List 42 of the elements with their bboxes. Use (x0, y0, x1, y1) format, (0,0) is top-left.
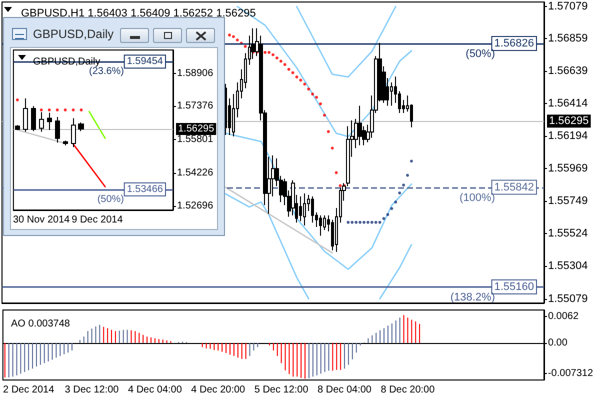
x-tick-label: 8 Dec 20:00 (380, 384, 436, 396)
y-tick-label: 1.56414 (548, 98, 588, 110)
chart-title: GBPUSD,Daily (33, 27, 114, 41)
ref-line-label: 1.56826 (494, 37, 534, 50)
ref-line-label: 1.53466 (126, 184, 164, 195)
annotation: (100%) (460, 192, 495, 204)
annotation: (50%) (97, 194, 124, 205)
y-tick-label: 1.57079 (548, 0, 588, 13)
annotation: (138.2%) (450, 291, 495, 304)
y-tick-label: 1.56194 (548, 130, 588, 142)
y-tick-label: 1.55749 (548, 194, 588, 207)
x-tick-label: 3 Dec 12:00 (64, 384, 120, 396)
y-tick-label: 1.58906 (177, 68, 214, 79)
ref-line-label: 1.56295 (178, 124, 215, 135)
x-tick-label: 4 Dec 04:00 (128, 384, 182, 396)
x-tick-label: 4 Dec 20:00 (191, 384, 246, 396)
ref-line-label: 1.59454 (126, 56, 164, 68)
y-tick-label: 1.56639 (548, 64, 588, 77)
x-tick-label: 8 Dec 04:00 (318, 384, 372, 396)
ref-line-label: 1.55842 (494, 181, 534, 194)
y-tick-label: 1.55524 (548, 228, 588, 240)
x-tick-label: 2 Dec 2014 (2, 384, 55, 396)
text: AO 0.003748 (11, 318, 70, 330)
y-tick-label: 1.52696 (177, 200, 214, 212)
annotation: (50%) (466, 48, 495, 60)
x-tick-label: 5 Dec 12:00 (254, 384, 309, 396)
y-tick-label: 0.00 (548, 337, 568, 348)
y-tick-label: 1.55801 (177, 134, 214, 146)
y-tick-label: 1.55079 (548, 292, 588, 305)
ref-line-label: 1.56295 (549, 115, 589, 128)
y-tick-label: 1.55304 (548, 260, 588, 272)
y-tick-label: 0.0062 (548, 311, 579, 322)
y-tick-label: 1.56859 (548, 32, 588, 45)
y-tick-label: 1.57376 (177, 100, 214, 112)
y-tick-label: -0.007312 (548, 368, 594, 380)
x-tick-label: 9 Dec 2014 (72, 214, 124, 226)
ref-line-label: 1.55160 (494, 280, 534, 293)
y-tick-label: 1.55969 (548, 162, 588, 175)
annotation: (23.6%) (88, 66, 124, 78)
y-tick-label: 1.54226 (177, 168, 214, 179)
x-tick-label: 30 Nov 2014 (12, 214, 70, 226)
text: GBPUSD,H1 1.56403 1.56409 1.56252 1.56295 (21, 8, 256, 20)
